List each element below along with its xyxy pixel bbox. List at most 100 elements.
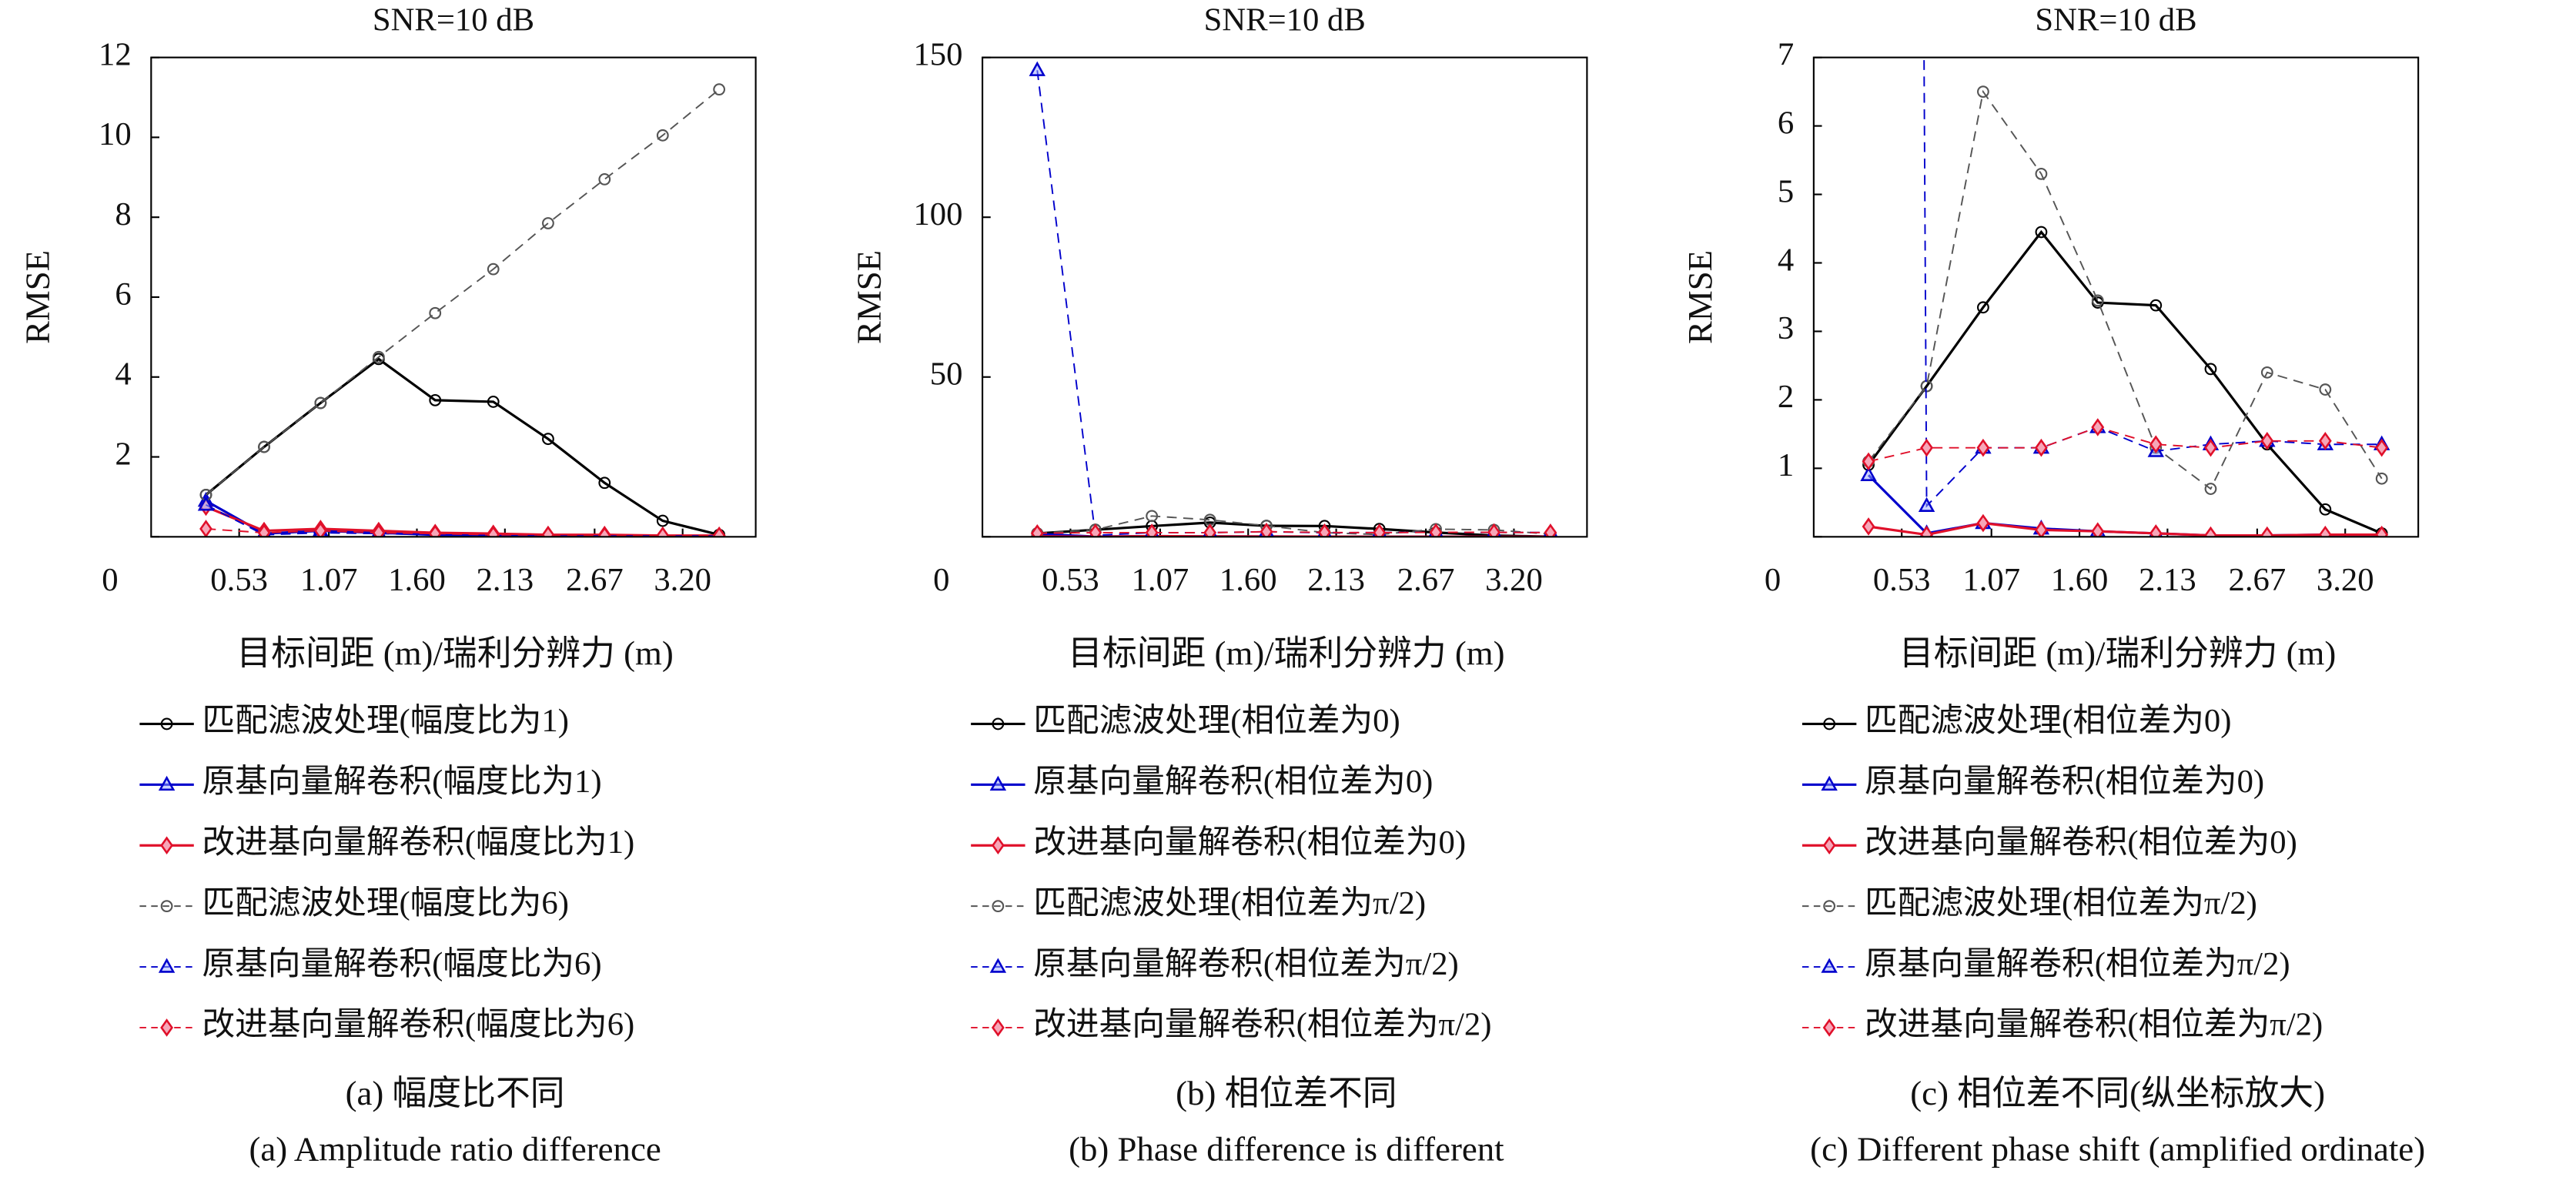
data-point (2260, 431, 2274, 450)
data-point (656, 526, 670, 537)
data-point (1030, 523, 1044, 537)
legend-label: 匹配滤波处理(相位差为0) (1033, 702, 1400, 739)
data-point (314, 396, 327, 410)
data-point (2318, 431, 2332, 450)
data-point (1429, 523, 1443, 537)
y-tick-label: 6 (1778, 105, 1794, 141)
data-point (1977, 85, 1989, 99)
series-line (1037, 515, 1551, 536)
y-tick-label: 150 (913, 36, 962, 72)
x-tick-label: 1.07 (1132, 562, 1189, 598)
legend-label: 改进基向量解卷积(相位差为π/2) (1033, 1006, 1491, 1043)
data-point (1029, 61, 1045, 76)
y-tick-label: 1 (1778, 447, 1794, 483)
data-point (2035, 438, 2048, 457)
legend-marker (992, 717, 1005, 731)
x-tick-label: 0.53 (1042, 562, 1099, 598)
series-line (1037, 530, 1551, 534)
y-tick-label: 0 (933, 562, 949, 598)
legend-label: 原基向量解卷积(相位差为0) (1865, 763, 2264, 800)
caption: (c) 相位差不同(纵坐标放大) (1910, 1074, 2325, 1112)
plot-area (197, 83, 726, 537)
data-point (598, 173, 611, 186)
y-axis-label: RMSE (1681, 250, 1719, 344)
caption-en: (c) Different phase shift (amplified ord… (1810, 1129, 2425, 1168)
data-point (1918, 497, 1935, 512)
axes-frame (1812, 56, 2420, 538)
y-tick-label: 5 (1778, 173, 1794, 209)
legend-label: 改进基向量解卷积(相位差为0) (1033, 824, 1466, 861)
caption-en: (b) Phase difference is different (1069, 1129, 1504, 1168)
y-tick-label: 7 (1778, 36, 1794, 72)
caption: (a) 幅度比不同 (346, 1074, 565, 1112)
y-tick-label: 50 (930, 356, 963, 393)
data-point (1860, 466, 1877, 481)
data-point (1318, 523, 1331, 537)
data-point (712, 526, 726, 537)
data-point (598, 476, 611, 490)
data-point (2091, 294, 2104, 307)
y-axis-label: RMSE (849, 250, 888, 344)
legend-label: 改进基向量解卷积(幅度比为1) (202, 824, 634, 861)
series-line (205, 505, 720, 537)
legend-marker (160, 836, 173, 855)
data-point (2204, 483, 2217, 495)
y-tick-label: 0 (1765, 562, 1781, 598)
x-tick-label: 2.13 (1307, 562, 1365, 598)
caption-en: (a) Amplitude ratio difference (249, 1129, 661, 1168)
legend-label: 匹配滤波处理(相位差为π/2) (1033, 884, 1426, 921)
data-point (197, 496, 215, 511)
legend-marker (1821, 958, 1838, 973)
data-point (2091, 522, 2105, 537)
chart-title: SNR=10 dB (373, 2, 534, 38)
legend-marker (1823, 900, 1836, 913)
plot-area (1860, 57, 2390, 537)
y-tick-label: 4 (1778, 242, 1794, 278)
series-line (1036, 70, 1551, 537)
legend-marker (1822, 836, 1836, 855)
data-point (2260, 526, 2274, 537)
legend-label: 原基向量解卷积(幅度比为1) (202, 764, 601, 800)
x-tick-label: 3.20 (2317, 562, 2374, 598)
data-point (656, 129, 669, 142)
legend-marker (158, 958, 176, 973)
data-point (1089, 523, 1102, 537)
legend-marker (1821, 775, 1838, 791)
legend-marker (160, 1018, 173, 1037)
series-line (1868, 89, 2383, 490)
y-tick-label: 10 (99, 116, 132, 152)
data-point (1487, 523, 1500, 537)
data-point (2204, 438, 2217, 457)
data-point (199, 520, 212, 537)
x-axis-label: 目标间距 (m)/瑞利分辨力 (m) (1899, 634, 2336, 672)
data-point (1146, 510, 1159, 523)
data-point (713, 83, 726, 96)
x-tick-label: 1.07 (1962, 562, 2020, 598)
data-point (487, 396, 500, 408)
data-point (372, 350, 385, 363)
series-line (1923, 57, 2382, 508)
legend-label: 匹配滤波处理(幅度比为1) (202, 703, 568, 739)
axes-frame (150, 56, 757, 538)
legend-marker (158, 775, 176, 791)
x-axis-label: 目标间距 (m)/瑞利分辨力 (m) (1068, 634, 1504, 672)
legend-marker (160, 900, 173, 913)
legend-label: 匹配滤波处理(幅度比为6) (202, 885, 568, 921)
series-line (206, 527, 720, 537)
data-point (1977, 301, 1989, 314)
data-point (1976, 438, 1990, 457)
data-point (258, 440, 270, 453)
y-tick-label: 12 (99, 36, 132, 72)
x-axis-label: 目标间距 (m)/瑞利分辨力 (m) (236, 634, 673, 672)
data-point (429, 306, 442, 319)
data-point (656, 514, 669, 527)
legend-marker (989, 958, 1007, 973)
data-point (2149, 299, 2163, 312)
legend-marker (1822, 1018, 1836, 1037)
data-point (372, 523, 386, 537)
series-line (1868, 521, 2382, 537)
legend-label: 原基向量解卷积(幅度比为6) (202, 946, 601, 982)
x-tick-label: 2.13 (477, 562, 534, 598)
legend-label: 原基向量解卷积(相位差为π/2) (1033, 945, 1459, 982)
